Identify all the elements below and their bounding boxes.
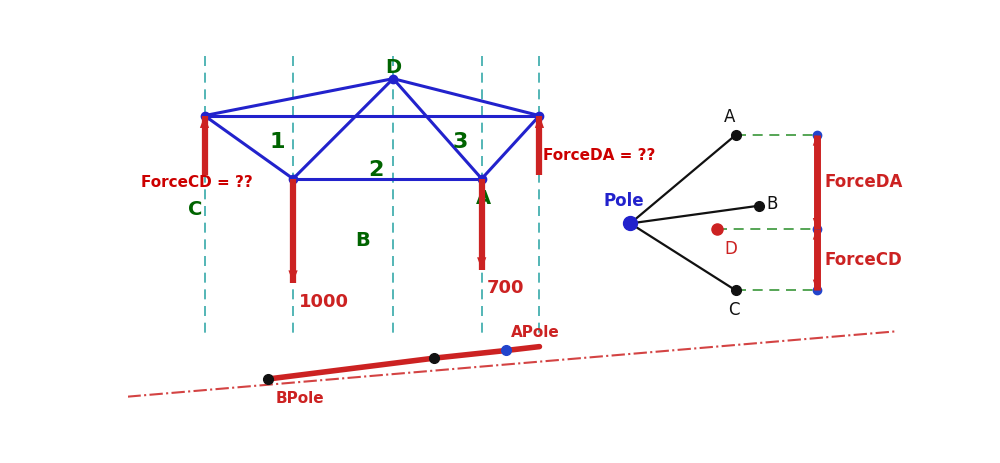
FancyArrow shape: [813, 229, 820, 290]
Text: ForceCD: ForceCD: [824, 250, 902, 269]
Text: B: B: [355, 231, 370, 250]
Text: C: C: [729, 301, 740, 319]
Text: 2: 2: [368, 160, 383, 180]
Text: C: C: [188, 200, 202, 219]
Text: ForceDA: ForceDA: [824, 173, 903, 191]
FancyArrow shape: [477, 179, 486, 269]
Text: 3: 3: [452, 132, 468, 152]
Text: D: D: [385, 57, 401, 76]
Text: Pole: Pole: [604, 192, 644, 210]
Text: BPole: BPole: [276, 391, 325, 406]
FancyArrow shape: [813, 135, 820, 229]
Text: A: A: [724, 107, 735, 125]
FancyArrow shape: [535, 116, 544, 175]
Text: D: D: [724, 239, 737, 257]
Text: ForceCD = ??: ForceCD = ??: [141, 175, 253, 190]
Text: ForceDA = ??: ForceDA = ??: [543, 148, 656, 163]
FancyArrow shape: [813, 135, 820, 229]
Text: APole: APole: [511, 325, 560, 340]
Text: 700: 700: [486, 279, 524, 297]
Text: A: A: [476, 188, 491, 207]
Text: 1: 1: [270, 132, 285, 152]
Text: B: B: [767, 195, 778, 213]
FancyArrow shape: [288, 179, 298, 283]
FancyArrow shape: [813, 229, 820, 290]
FancyArrow shape: [200, 116, 209, 175]
Text: 1000: 1000: [298, 293, 348, 311]
